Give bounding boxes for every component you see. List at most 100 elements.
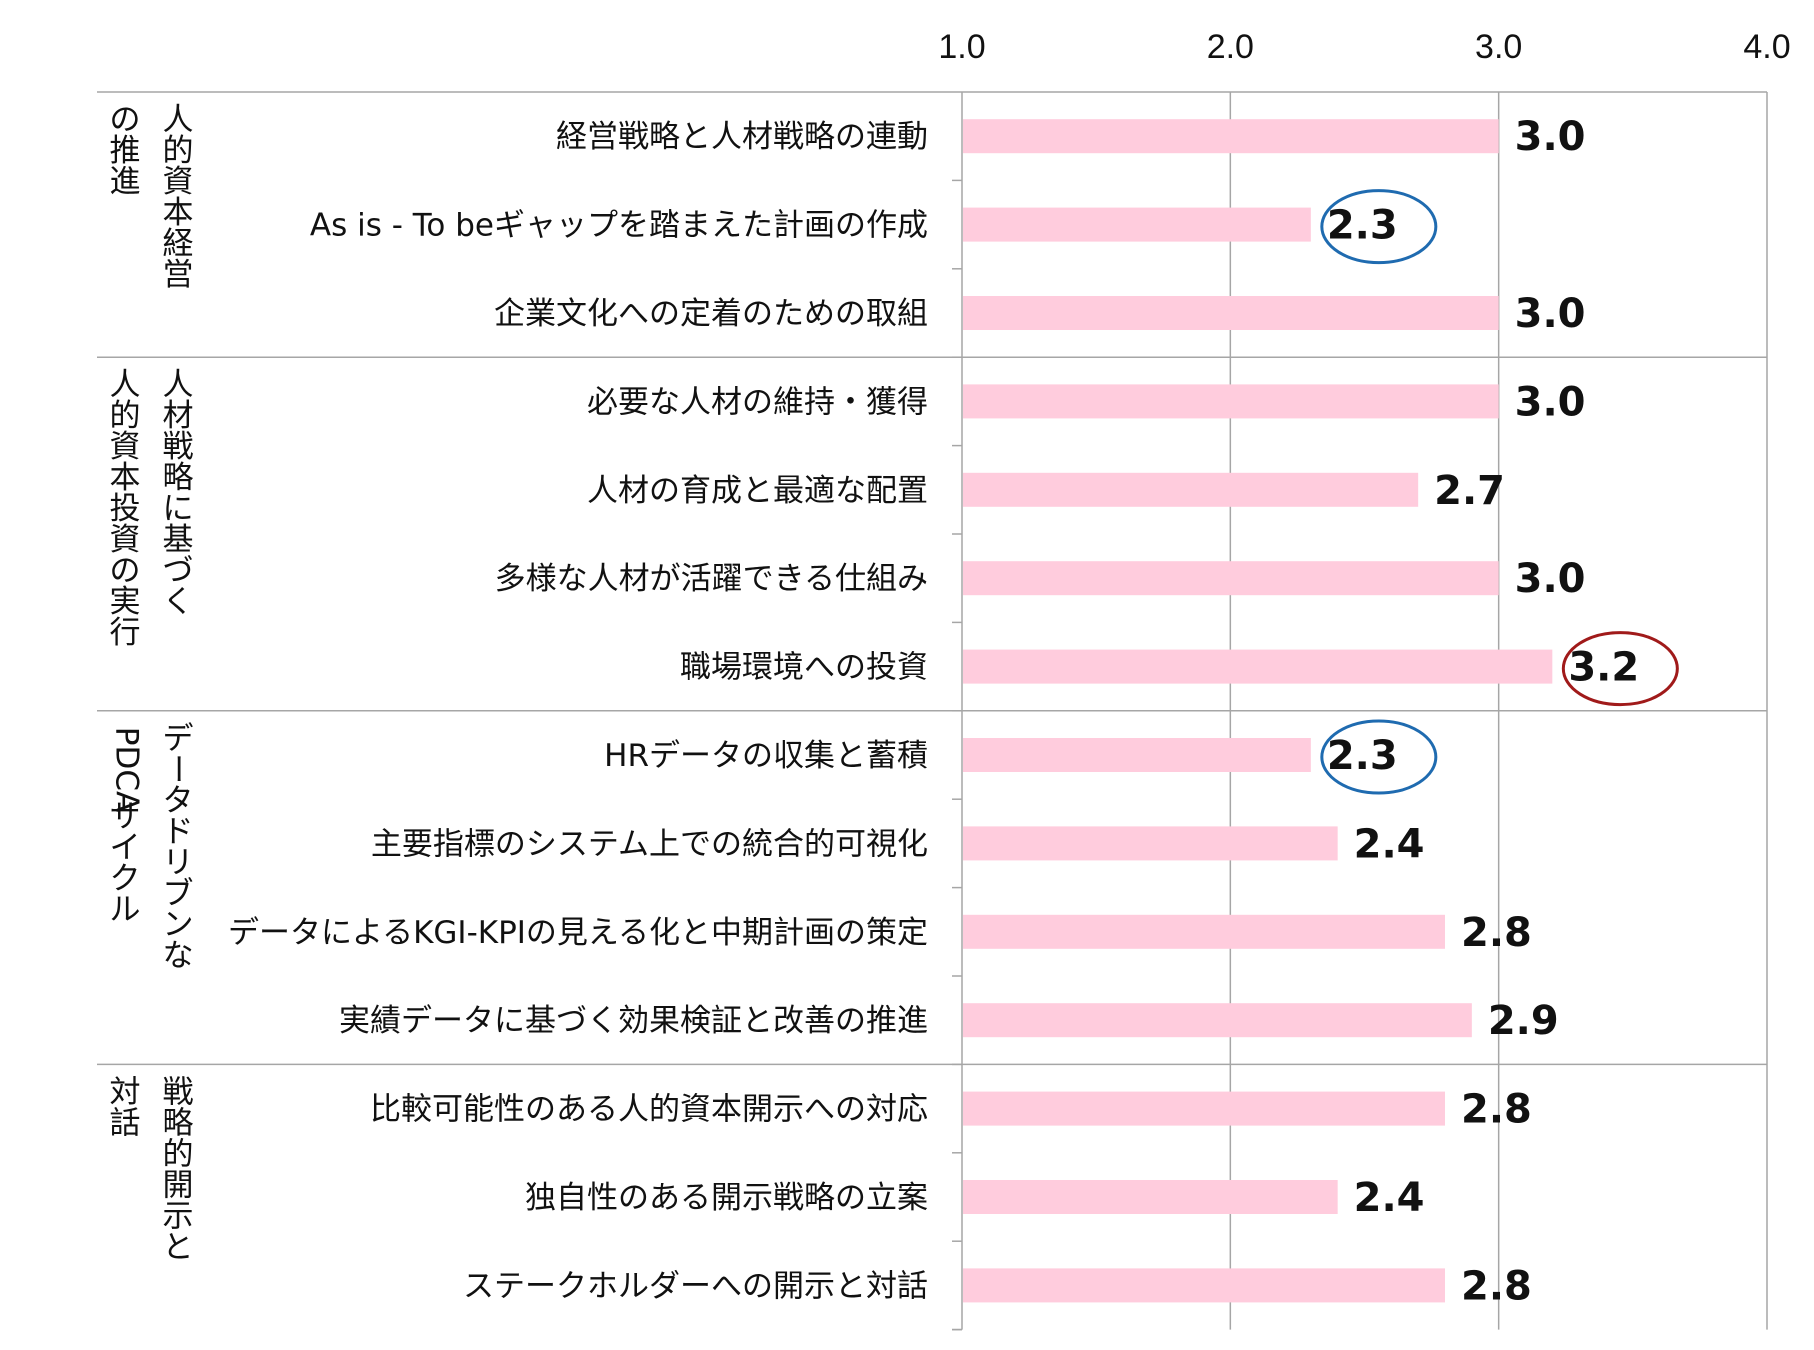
value-label: 2.3 <box>1327 203 1398 249</box>
group-label-char: と <box>163 1229 194 1265</box>
group-label-char: 人 <box>163 367 194 403</box>
group-label-char: づ <box>163 553 194 589</box>
group-label-char: 的 <box>163 1136 194 1172</box>
value-label: 3.0 <box>1515 556 1586 602</box>
group-label-char: 戦 <box>163 429 194 465</box>
group-label-char: イ <box>110 830 141 866</box>
group-label-char: 示 <box>163 1198 194 1234</box>
value-label: 2.7 <box>1434 468 1505 514</box>
category-label: ステークホルダーへの開示と対話 <box>463 1268 928 1304</box>
value-label: 2.8 <box>1461 1263 1532 1309</box>
value-label: 2.8 <box>1461 1087 1532 1133</box>
group-label-char: 人 <box>163 102 194 138</box>
value-label: 2.4 <box>1354 821 1425 867</box>
group-label-char: 開 <box>163 1167 194 1203</box>
value-label: 2.3 <box>1327 733 1398 779</box>
group-label-char: ン <box>163 907 194 943</box>
bar <box>963 296 1499 330</box>
value-label: 2.9 <box>1488 998 1559 1044</box>
group-label-char: 材 <box>163 398 194 434</box>
group-label-char: 的 <box>110 398 141 434</box>
value-label: 3.2 <box>1568 645 1639 691</box>
value-label: 3.0 <box>1515 291 1586 337</box>
group-label-char: 資 <box>110 429 141 465</box>
group-label-char: 推 <box>110 133 141 169</box>
group-label-text: PDCA <box>109 727 145 812</box>
category-label: HRデータの収集と蓄積 <box>604 738 928 774</box>
group-label-char: 的 <box>163 133 194 169</box>
group-label-char: ク <box>110 861 141 897</box>
category-label: 実績データに基づく効果検証と改善の推進 <box>339 1003 928 1039</box>
value-label: 2.4 <box>1354 1175 1425 1221</box>
group-label-char: 戦 <box>163 1074 194 1110</box>
bar <box>963 384 1499 419</box>
x-tick-label: 3.0 <box>1475 28 1522 66</box>
bar <box>963 914 1445 949</box>
group-label-char: 本 <box>110 460 141 496</box>
category-label: 企業文化への定着のための取組 <box>494 296 928 332</box>
highlight-ellipse <box>1320 189 1438 265</box>
group-label-char: 略 <box>163 460 194 496</box>
group-label-char: 行 <box>110 615 141 651</box>
bar <box>963 1180 1338 1214</box>
category-label: データによるKGI-KPIの見える化と中期計画の策定 <box>228 915 928 951</box>
bar <box>963 1091 1445 1126</box>
x-tick-label: 2.0 <box>1207 28 1254 66</box>
category-label: As is - To beギャップを踏まえた計画の作成 <box>310 208 928 244</box>
value-label: 3.0 <box>1515 379 1586 425</box>
group-label-char: リ <box>163 845 194 881</box>
category-label: 職場環境への投資 <box>680 650 928 686</box>
bar <box>963 119 1499 154</box>
value-label: 2.8 <box>1461 910 1532 956</box>
group-label-char: ー <box>159 753 195 784</box>
group-label-char: 基 <box>163 522 194 558</box>
group-label-char: 進 <box>110 164 141 200</box>
group-label-char: タ <box>163 783 194 819</box>
category-label: 多様な人材が活躍できる仕組み <box>495 561 928 597</box>
category-label: 人材の育成と最適な配置 <box>587 473 928 509</box>
category-label: 主要指標のシステム上での統合的可視化 <box>371 826 928 862</box>
group-label-char: 投 <box>110 491 141 527</box>
group-label-char: 営 <box>163 257 194 293</box>
group-label-char: ブ <box>163 876 194 912</box>
group-label-char: の <box>110 553 141 589</box>
bar <box>963 207 1311 242</box>
x-tick-label: 1.0 <box>938 28 985 66</box>
group-label-char: 実 <box>110 584 141 620</box>
group-label-char: ル <box>110 892 141 928</box>
group-label-char: サ <box>110 799 141 835</box>
group-label-char: ド <box>163 814 194 850</box>
bar <box>963 472 1419 507</box>
x-tick-label: 4.0 <box>1743 28 1790 66</box>
group-label-char: 話 <box>110 1105 141 1141</box>
group-label-char: の <box>110 102 141 138</box>
grid-layer <box>97 91 1768 1331</box>
bar <box>963 738 1311 772</box>
bar <box>963 826 1338 861</box>
group-label-char: な <box>163 938 194 974</box>
group-label-char: 対 <box>110 1074 141 1110</box>
group-label-char: く <box>163 584 194 620</box>
category-label: 経営戦略と人材戦略の連動 <box>556 119 928 155</box>
highlight-ellipse <box>1561 631 1679 707</box>
category-label: 比較可能性のある人的資本開示への対応 <box>370 1092 928 1128</box>
bar <box>963 561 1499 596</box>
group-label-char: 資 <box>110 522 141 558</box>
category-label: 独自性のある開示戦略の立案 <box>525 1180 928 1216</box>
group-label-char: 略 <box>163 1105 194 1141</box>
bar-layer <box>963 119 1553 1303</box>
category-label: 必要な人材の維持・獲得 <box>587 384 928 420</box>
bar <box>963 1003 1472 1038</box>
bar <box>963 649 1553 684</box>
group-label-char: デ <box>163 721 194 757</box>
group-label-char: 本 <box>163 195 194 231</box>
bar <box>963 1268 1445 1303</box>
group-label-char: 資 <box>163 164 194 200</box>
value-label: 3.0 <box>1515 114 1586 160</box>
highlight-ellipse <box>1320 719 1438 795</box>
group-label-char: に <box>163 491 194 527</box>
group-label-char: 人 <box>110 367 141 403</box>
group-label-char: 経 <box>163 226 194 262</box>
